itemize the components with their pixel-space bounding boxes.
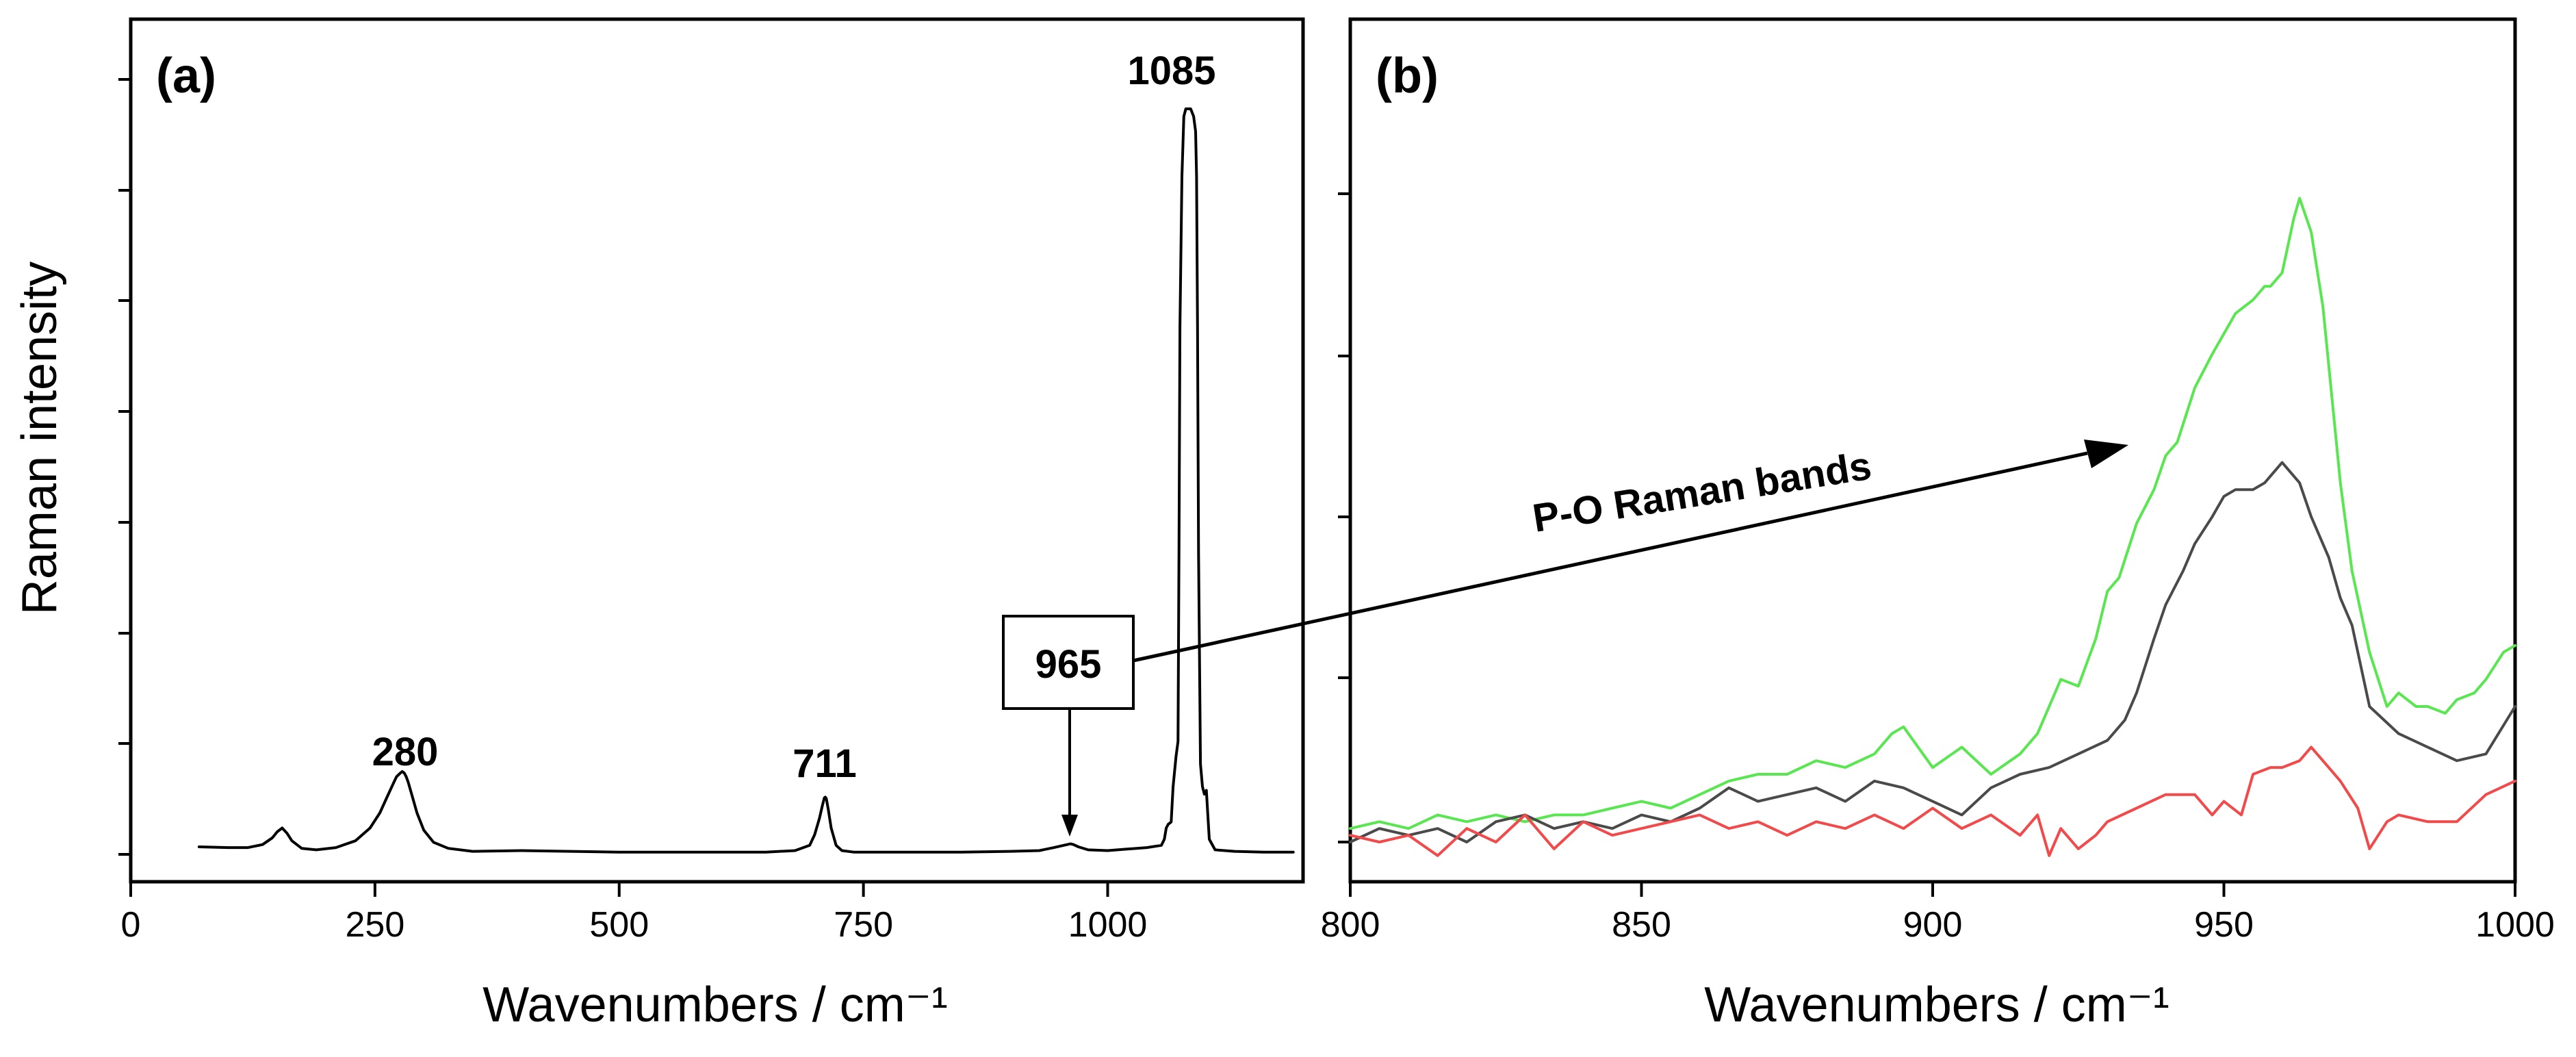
panel-b-x-tick-label: 800 (1321, 905, 1380, 945)
panel-b-x-tick-label: 850 (1612, 905, 1671, 945)
panel-b-chart: 800 850 900 950 1000 (b) P-O Raman bands Wav… (1321, 17, 2555, 1032)
panel-b-series-line (1349, 461, 2516, 843)
panel-b-x-ticks: 800 850 900 950 1000 (1321, 882, 2555, 945)
panel-a-tag: (a) (156, 49, 216, 103)
panel-b-series-line (1349, 196, 2516, 830)
peak-965-box (1002, 615, 1135, 710)
panel-a-y-ticks (118, 78, 131, 856)
panel-b-tag: (b) (1376, 49, 1439, 103)
panel-b-series (1349, 196, 2516, 857)
po-raman-bands-label: P-O Raman bands (1530, 444, 1875, 541)
panel-a-x-tick-label: 250 (345, 905, 404, 945)
peak-965-pointer-head (1061, 815, 1078, 837)
panel-b-x-tick-label: 950 (2194, 905, 2254, 945)
panel-b-y-ticks (1338, 192, 1350, 843)
peak-label-965: 965 (1035, 642, 1102, 687)
panel-a-x-tick-label: 750 (834, 905, 893, 945)
y-axis-title: Raman intensity (12, 262, 67, 615)
panel-b-x-tick-label: 900 (1903, 905, 1963, 945)
peak-label-1085: 1085 (1127, 49, 1215, 93)
panel-a-x-tick-label: 0 (121, 905, 141, 945)
panel-a-x-ticks: 0 250 500 750 1000 (121, 882, 1148, 945)
po-bands-arrow-line (1133, 451, 2088, 663)
panel-b-series-line (1349, 746, 2516, 857)
panel-a-x-tick-label: 1000 (1068, 905, 1148, 945)
panel-b-frame (1348, 17, 2517, 884)
panel-a-series-line (197, 107, 1295, 854)
panel-a-chart: 0 250 500 750 1000 (a) 280 711 1085 965 Rama… (12, 17, 1305, 1032)
panel-a-x-axis-title: Wavenumbers / cm⁻¹ (482, 978, 947, 1032)
panel-b-x-tick-label: 1000 (2475, 905, 2555, 945)
panel-b-x-axis-title: Wavenumbers / cm⁻¹ (1704, 978, 2169, 1032)
panel-a-frame (129, 17, 1305, 884)
panel-a-series (197, 107, 1295, 854)
peak-label-280: 280 (372, 730, 439, 774)
panel-a-x-tick-label: 500 (589, 905, 649, 945)
peak-label-711: 711 (793, 741, 857, 786)
po-bands-arrow-head (2084, 440, 2128, 468)
